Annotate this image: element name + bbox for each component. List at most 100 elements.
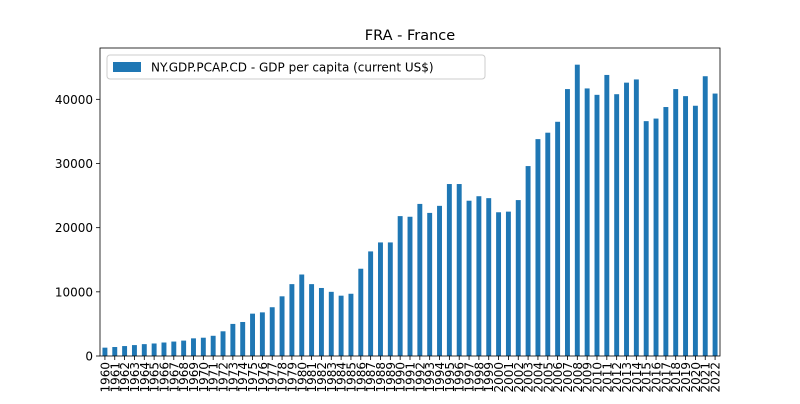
bar-2003	[525, 166, 531, 356]
x-tick-label: 1971	[207, 362, 221, 393]
x-tick-label: 2017	[659, 362, 673, 393]
x-tick-label: 1991	[404, 362, 418, 393]
x-tick-label: 1979	[285, 362, 299, 393]
bar-1984	[338, 295, 344, 356]
x-tick-label: 1963	[128, 362, 142, 393]
bar-2000	[496, 212, 502, 356]
bar-1976	[259, 312, 265, 356]
x-tick-label: 1982	[315, 362, 329, 393]
x-tick-label: 1986	[354, 362, 368, 393]
bar-1998	[476, 196, 482, 356]
x-tick-label: 2012	[610, 362, 624, 393]
bar-2014	[633, 79, 639, 356]
bar-2010	[594, 94, 600, 356]
bar-1993	[427, 212, 433, 356]
legend: NY.GDP.PCAP.CD - GDP per capita (current…	[106, 54, 486, 80]
x-tick-label: 1978	[276, 362, 290, 393]
x-tick-label: 2014	[630, 362, 644, 393]
bar-2018	[673, 89, 679, 356]
bar-1989	[387, 242, 393, 356]
x-tick-label: 2008	[571, 362, 585, 393]
bar-1969	[191, 338, 196, 356]
x-tick-label: 1966	[157, 362, 171, 393]
bar-1997	[466, 200, 472, 356]
x-tick-label: 2004	[531, 362, 545, 393]
bar-1979	[289, 284, 295, 356]
bar-1974	[240, 321, 246, 356]
bar-1983	[328, 291, 334, 356]
x-tick-label: 1973	[226, 362, 240, 393]
plot-frame	[99, 47, 721, 357]
x-tick-label: 2016	[650, 362, 664, 393]
x-tick-label: 1999	[482, 362, 496, 393]
x-tick-label: 1987	[364, 362, 378, 393]
x-tick-label: 2007	[561, 362, 575, 393]
x-tick-label: 2011	[600, 362, 614, 393]
bar-1977	[269, 307, 275, 356]
x-tick-label: 1997	[463, 362, 477, 393]
bar-1990	[397, 216, 403, 356]
bar-2012	[614, 94, 620, 356]
bar-1985	[348, 293, 354, 356]
x-tick-label: 2018	[669, 362, 683, 393]
y-tick-label: 40000	[55, 93, 93, 107]
x-tick-label: 2003	[522, 362, 536, 393]
x-axis: 1960196119621963196419651966196719681969…	[98, 356, 723, 393]
x-tick-label: 1961	[108, 362, 122, 393]
x-tick-label: 1967	[167, 362, 181, 393]
y-tick-label: 20000	[55, 221, 93, 235]
x-tick-label: 1984	[335, 362, 349, 393]
bar-2019	[683, 96, 689, 357]
x-tick-label: 2020	[689, 362, 703, 393]
x-tick-label: 2006	[551, 362, 565, 393]
bar-1992	[417, 203, 423, 356]
bar-1964	[141, 344, 147, 356]
x-tick-label: 2022	[709, 362, 723, 393]
bar-2017	[663, 107, 669, 356]
x-tick-label: 1969	[187, 362, 201, 393]
bar-2006	[555, 121, 561, 356]
x-tick-label: 2000	[492, 362, 506, 393]
y-tick-label: 0	[85, 350, 93, 364]
x-tick-label: 1968	[177, 362, 191, 393]
legend-swatch	[113, 62, 141, 72]
x-tick-label: 1981	[305, 362, 319, 393]
x-tick-label: 1975	[246, 362, 260, 393]
x-tick-label: 2015	[640, 362, 654, 393]
x-tick-label: 1995	[443, 362, 457, 393]
x-tick-label: 1996	[453, 362, 467, 393]
bar-1967	[171, 341, 177, 356]
bar-1996	[456, 184, 462, 356]
x-tick-label: 1994	[433, 362, 447, 393]
x-tick-label: 1965	[148, 362, 162, 393]
legend-label: NY.GDP.PCAP.CD - GDP per capita (current…	[151, 61, 434, 75]
x-tick-label: 1974	[236, 362, 250, 393]
bar-1970	[200, 337, 206, 356]
bar-2016	[653, 118, 659, 356]
bar-1987	[368, 251, 374, 356]
bar-1965	[151, 343, 157, 356]
y-tick-label: 30000	[55, 157, 93, 171]
x-tick-label: 1972	[217, 362, 231, 393]
bar-1968	[181, 340, 187, 356]
x-tick-label: 1990	[394, 362, 408, 393]
x-tick-label: 2019	[679, 362, 693, 393]
bar-2001	[505, 211, 511, 357]
bar-1961	[112, 347, 118, 356]
x-tick-label: 2009	[581, 362, 595, 393]
bar-1973	[230, 323, 236, 356]
x-tick-label: 1976	[256, 362, 270, 393]
x-tick-label: 1962	[118, 362, 132, 393]
bar-1980	[299, 274, 305, 356]
bar-2020	[692, 105, 698, 356]
x-tick-label: 1980	[295, 362, 309, 393]
bar-2013	[624, 82, 629, 357]
bars-group	[102, 64, 718, 357]
bar-1995	[446, 184, 452, 356]
bar-1988	[378, 242, 383, 356]
bar-2007	[565, 89, 570, 356]
bar-2005	[545, 132, 551, 356]
x-tick-label: 1977	[266, 362, 280, 393]
